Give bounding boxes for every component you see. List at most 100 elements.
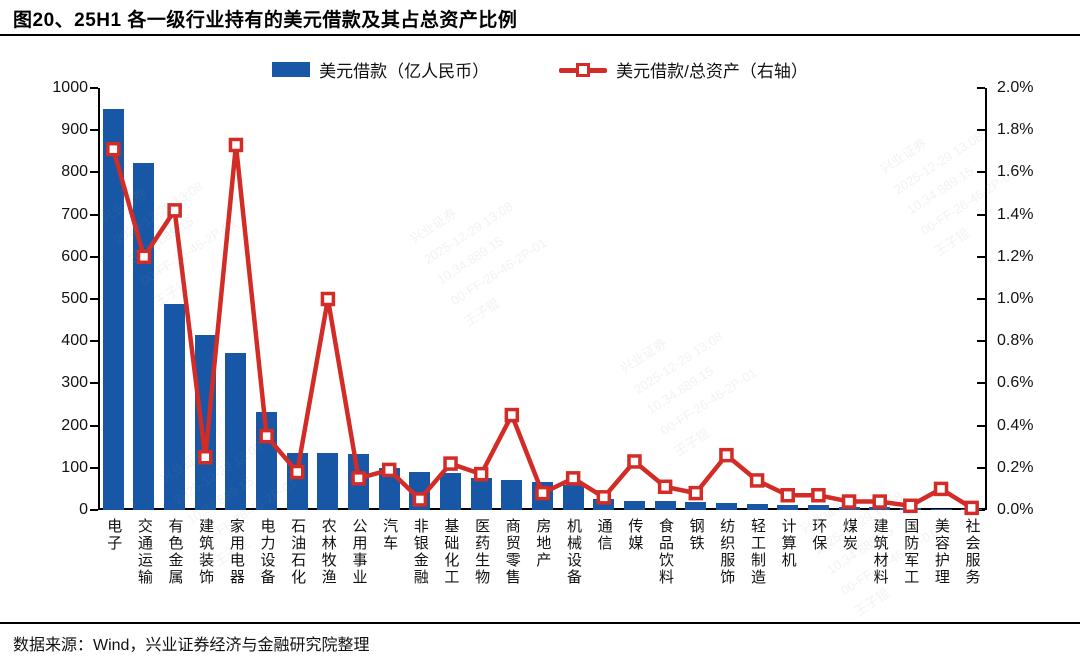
y-axis-left-tick	[90, 382, 98, 385]
y-axis-right-label: 2.0%	[997, 79, 1034, 96]
line-marker-交通运输	[136, 249, 152, 265]
y-axis-right-label: 0.2%	[997, 458, 1034, 476]
y-axis-right-label: 1.0%	[997, 290, 1034, 307]
legend-item-line-series: 美元借款/总资产（右轴）	[559, 57, 808, 82]
x-axis-label-计算机: 计算机	[779, 518, 797, 569]
bar-电子	[102, 109, 124, 510]
y-axis-left-label: 900	[61, 121, 88, 139]
y-axis-right-tick	[977, 129, 985, 132]
bar-轻工制造	[746, 503, 768, 510]
x-axis-label-公用事业: 公用事业	[350, 518, 368, 586]
bar-机械设备	[562, 485, 584, 510]
line-marker-有色金属	[167, 203, 182, 218]
line-marker-国防军工	[903, 498, 918, 514]
y-axis-right-tick	[977, 382, 985, 385]
x-axis-label-钢铁: 钢铁	[687, 518, 705, 552]
data-source-note: 数据来源：Wind，兴业证券经济与金融研究院整理	[13, 637, 370, 654]
y-axis-left-tick	[90, 298, 98, 300]
y-axis-right-label: 1.8%	[997, 121, 1034, 139]
y-axis-right-tick	[977, 509, 985, 511]
chart-legend: 美元借款（亿人民币） 美元借款/总资产（右轴）	[0, 57, 1080, 82]
x-axis-label-通信: 通信	[595, 518, 613, 552]
line-marker-煤炭	[841, 494, 857, 509]
line-marker-房地产	[535, 485, 550, 501]
y-axis-left-label: 100	[61, 458, 88, 476]
source-divider	[0, 622, 1080, 624]
line-marker-非银金融	[412, 492, 428, 507]
y-axis-left-label: 600	[61, 247, 88, 265]
x-axis-label-有色金属: 有色金属	[166, 518, 184, 586]
line-marker-环保	[811, 487, 826, 503]
y-axis-left-label: 800	[61, 163, 88, 181]
x-axis-label-纺织服饰: 纺织服饰	[718, 518, 736, 586]
line-marker-家用电器	[228, 137, 244, 153]
x-axis-label-石油石化: 石油石化	[289, 518, 307, 586]
bar-食品饮料	[654, 501, 676, 510]
y-axis-right-tick	[977, 213, 985, 216]
x-axis-label-交通运输: 交通运输	[135, 518, 153, 586]
title-divider	[0, 34, 1080, 36]
line-series-swatch-icon	[559, 61, 608, 79]
y-axis-left-tick	[90, 171, 98, 174]
y-axis-left-tick	[90, 424, 98, 427]
line-marker-食品饮料	[657, 479, 673, 495]
x-axis-label-国防军工: 国防军工	[902, 518, 920, 586]
line-marker-商贸零售	[504, 407, 520, 423]
y-axis-left-tick	[90, 255, 98, 258]
line-marker-电子	[106, 141, 121, 157]
y-axis-left-tick	[90, 129, 98, 132]
y-axis-right-label: 0.8%	[997, 332, 1034, 350]
x-axis-label-传媒: 传媒	[626, 518, 644, 552]
y-axis-left-label: 500	[61, 290, 88, 307]
x-axis-label-农林牧渔: 农林牧渔	[319, 518, 337, 586]
line-marker-社会服务	[964, 500, 979, 516]
x-axis-label-建筑材料: 建筑材料	[871, 518, 889, 586]
x-axis-label-食品饮料: 食品饮料	[656, 518, 674, 586]
x-axis-label-汽车: 汽车	[381, 518, 399, 552]
y-axis-right-label: 1.4%	[997, 205, 1034, 223]
bar-美容护理	[930, 508, 952, 510]
line-series-path	[111, 142, 974, 511]
y-axis-right-label: 0.0%	[997, 501, 1034, 518]
y-axis-right-line	[985, 88, 987, 510]
y-axis-right-label: 0.6%	[997, 374, 1034, 392]
bar-传媒	[623, 500, 645, 510]
bar-钢铁	[685, 501, 707, 510]
bar-series-swatch-icon	[272, 62, 311, 77]
y-axis-right-label: 1.2%	[997, 247, 1034, 265]
bar-环保	[807, 505, 829, 510]
bar-计算机	[777, 504, 799, 510]
x-axis-label-商贸零售: 商贸零售	[503, 518, 521, 586]
x-axis-label-家用电器: 家用电器	[227, 518, 245, 586]
x-axis-label-电力设备: 电力设备	[258, 518, 276, 586]
y-axis-right-tick	[977, 466, 985, 469]
bar-汽车	[378, 467, 400, 510]
y-axis-left-tick	[90, 213, 98, 216]
x-axis-label-非银金融: 非银金融	[411, 518, 429, 586]
y-axis-right-tick	[977, 255, 985, 258]
chart-title: 图20、25H1 各一级行业持有的美元借款及其占总资产比例	[13, 10, 518, 31]
line-marker-计算机	[780, 487, 795, 503]
y-axis-right-label: 0.4%	[997, 416, 1034, 434]
y-axis-right-label: 1.6%	[997, 163, 1034, 181]
y-axis-left-line	[98, 88, 100, 510]
x-axis-label-基础化工: 基础化工	[442, 518, 460, 586]
bar-医药生物	[470, 478, 492, 510]
x-axis-label-机械设备: 机械设备	[565, 518, 583, 586]
line-marker-建筑装饰	[198, 450, 213, 465]
bar-通信	[593, 499, 615, 510]
legend-label-bar: 美元借款（亿人民币）	[319, 62, 490, 81]
bar-纺织服饰	[715, 503, 737, 510]
line-marker-公用事业	[351, 471, 366, 486]
y-axis-left-label: 400	[61, 332, 88, 350]
line-marker-纺织服饰	[719, 447, 734, 463]
line-marker-农林牧渔	[320, 291, 336, 307]
y-axis-right-tick	[977, 340, 985, 343]
y-axis-left-tick	[90, 466, 98, 469]
x-axis-label-环保: 环保	[810, 518, 828, 552]
y-axis-right-tick	[977, 171, 985, 174]
line-marker-钢铁	[688, 485, 704, 501]
y-axis-left-label: 700	[61, 205, 88, 223]
legend-item-bar-series: 美元借款（亿人民币）	[272, 57, 489, 82]
